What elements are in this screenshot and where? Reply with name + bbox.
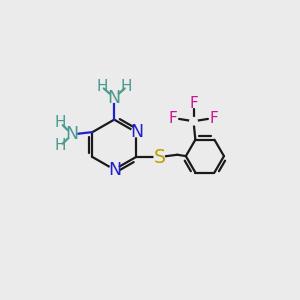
Text: N: N <box>109 160 122 178</box>
Text: N: N <box>65 125 79 143</box>
Text: N: N <box>130 123 143 141</box>
Text: H: H <box>96 79 108 94</box>
Circle shape <box>131 128 141 137</box>
Text: H: H <box>121 79 132 94</box>
Text: N: N <box>108 89 121 107</box>
Circle shape <box>110 165 119 174</box>
Circle shape <box>110 93 119 102</box>
Text: H: H <box>54 139 66 154</box>
Text: F: F <box>210 111 218 126</box>
Text: F: F <box>169 111 177 126</box>
Circle shape <box>154 152 164 162</box>
Circle shape <box>190 118 197 125</box>
Text: H: H <box>54 116 66 130</box>
Text: F: F <box>189 96 198 111</box>
Text: S: S <box>153 148 165 166</box>
Circle shape <box>68 130 77 139</box>
